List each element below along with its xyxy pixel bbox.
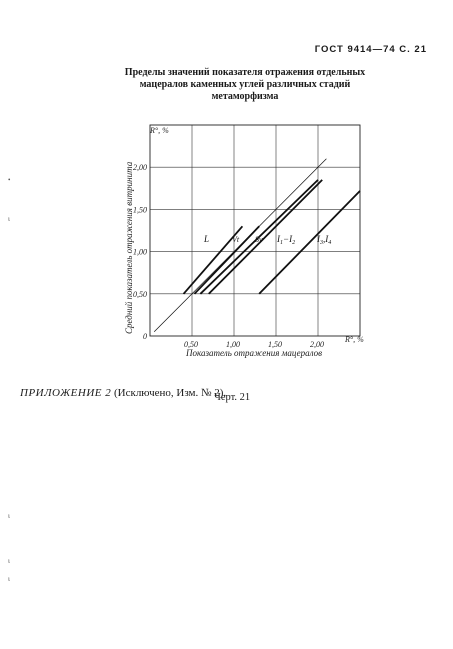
y-tick-label: 2,00 [133,163,147,172]
chart-title: Пределы значений показателя отражения от… [110,67,380,103]
title-line-2: мацералов каменных углей различных стади… [139,79,351,90]
y-axis-label: Средний показатель отражения витринита [124,161,134,334]
series-label-l: L [203,234,209,244]
y-tick-label: 0,50 [133,290,147,299]
x-tick-label: 1,00 [226,340,240,349]
series-label-i3-i4: I3,I4 [316,234,331,246]
series-label-sv: Sv [255,235,263,244]
margin-mark: ι [8,557,10,565]
x-tick-label: 2,00 [310,340,324,349]
page-header: ГОСТ 9414—74 С. 21 [314,44,427,55]
y-tick-label: 1,50 [133,205,147,214]
series-line-sv [199,179,319,295]
x-tick-label: 1,50 [268,340,282,349]
appendix-prefix: ПРИЛОЖЕНИЕ 2 [20,387,112,399]
margin-mark: ι [8,512,10,520]
x-axis-label: Показатель отражения мацералов [185,348,322,358]
series-line-i1-i2 [208,179,323,295]
series-line-i3-i4 [258,190,361,295]
figure-caption: Черт. 21 [214,392,251,403]
x-axis-unit: R°, % [344,335,364,344]
margin-mark: • [8,176,11,184]
reference-diagonal-line [153,158,327,333]
y-tick-label: 1,00 [133,248,147,257]
chart-frame [149,124,361,337]
appendix-text: (Исключено, Изм. № 2). [111,387,227,399]
series-label-i1-i2: I1−I2 [276,234,295,246]
chart-grid [150,125,360,336]
y-axis-unit: R°, % [149,126,169,135]
margin-mark: ι [8,575,10,583]
chart-ticks: 0,50 1,00 1,50 2,00 0 0,50 1,00 1,50 2,00 [133,163,324,349]
margin-mark: ι [8,215,10,223]
plot-frame [149,124,361,337]
x-tick-label: 0,50 [184,340,198,349]
y-tick-label: 0 [143,332,147,341]
title-line-1: Пределы значений показателя отражения от… [124,67,366,78]
chart-series [153,158,361,333]
series-line-l [182,225,244,295]
appendix-note: ПРИЛОЖЕНИЕ 2 (Исключено, Изм. № 2). [20,387,226,399]
series-label-vt: Vt [232,235,240,244]
title-line-3: метаморфизма [211,91,279,102]
